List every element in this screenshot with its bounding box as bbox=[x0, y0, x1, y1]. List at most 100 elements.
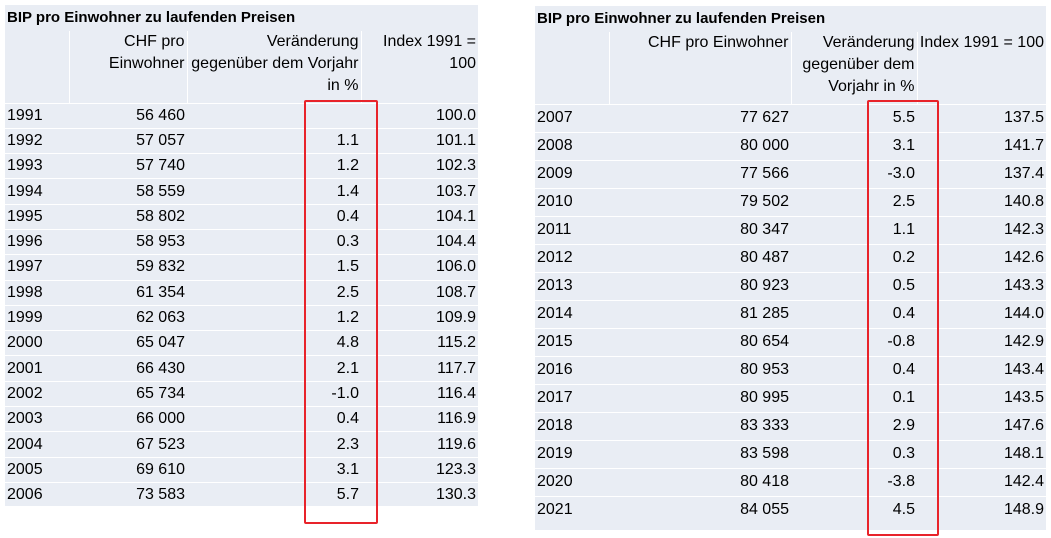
index-cell: 143.4 bbox=[917, 355, 1046, 384]
index-cell: 108.7 bbox=[361, 279, 478, 306]
table-row: 2015 80 654 -0.8 142.9 bbox=[535, 327, 1046, 356]
index-cell: 116.4 bbox=[361, 380, 478, 407]
year-cell: 2020 bbox=[535, 467, 609, 496]
header-chf-per-capita: CHF pro Einwohner bbox=[69, 31, 188, 103]
index-cell: 144.0 bbox=[917, 299, 1046, 328]
year-cell: 2002 bbox=[5, 380, 69, 407]
year-cell: 2021 bbox=[535, 495, 609, 524]
table-row: 2020 80 418 -3.8 142.4 bbox=[535, 467, 1046, 496]
year-cell: 2009 bbox=[535, 159, 609, 188]
chf-cell: 80 000 bbox=[609, 131, 791, 160]
index-cell: 137.4 bbox=[917, 159, 1046, 188]
index-cell: 101.1 bbox=[361, 127, 478, 154]
change-cell: 0.4 bbox=[791, 355, 917, 384]
change-cell: 1.2 bbox=[187, 304, 361, 331]
header-change-percent: Veränderung gegenüber dem Vorjahr in % bbox=[187, 31, 362, 103]
year-cell: 2007 bbox=[535, 103, 609, 132]
chf-cell: 67 523 bbox=[69, 431, 187, 458]
year-cell: 1992 bbox=[5, 127, 69, 154]
chf-cell: 66 430 bbox=[69, 355, 187, 382]
change-cell: 3.1 bbox=[791, 131, 917, 160]
index-cell: 116.9 bbox=[361, 406, 478, 432]
table-row: 2006 73 583 5.7 130.3 bbox=[5, 481, 478, 508]
change-cell: 2.3 bbox=[187, 431, 361, 458]
header-year bbox=[5, 31, 70, 103]
year-cell: 1994 bbox=[5, 178, 69, 205]
table-row: 2016 80 953 0.4 143.4 bbox=[535, 355, 1046, 384]
table-row: 2005 69 610 3.1 123.3 bbox=[5, 456, 478, 483]
change-cell: 0.5 bbox=[791, 271, 917, 300]
table-row: 1994 58 559 1.4 103.7 bbox=[5, 178, 478, 205]
index-cell: 141.7 bbox=[917, 131, 1046, 160]
index-cell: 119.6 bbox=[361, 431, 478, 458]
change-cell: 0.1 bbox=[791, 383, 917, 412]
year-cell: 2011 bbox=[535, 215, 609, 244]
change-cell: 1.2 bbox=[187, 153, 361, 179]
year-cell: 2015 bbox=[535, 327, 609, 356]
year-cell: 2019 bbox=[535, 439, 609, 468]
header-year bbox=[535, 32, 610, 104]
change-cell: 2.5 bbox=[791, 187, 917, 216]
change-cell: 4.8 bbox=[187, 330, 361, 356]
chf-cell: 80 487 bbox=[609, 243, 791, 272]
table-row: 2012 80 487 0.2 142.6 bbox=[535, 243, 1046, 272]
chf-cell: 80 923 bbox=[609, 271, 791, 300]
header-index: Index 1991 = 100 bbox=[383, 33, 476, 72]
index-cell: 142.4 bbox=[917, 467, 1046, 496]
table-title: BIP pro Einwohner zu laufenden Preisen bbox=[537, 10, 826, 27]
change-cell: 0.4 bbox=[187, 203, 361, 230]
year-cell: 2005 bbox=[5, 456, 69, 483]
chf-cell: 57 740 bbox=[69, 153, 187, 179]
table-row: 2010 79 502 2.5 140.8 bbox=[535, 187, 1046, 216]
year-cell: 2018 bbox=[535, 411, 609, 440]
table-row: 1999 62 063 1.2 109.9 bbox=[5, 304, 478, 331]
chf-cell: 65 734 bbox=[69, 380, 187, 407]
chf-cell: 56 460 bbox=[69, 102, 187, 129]
chf-cell: 77 566 bbox=[609, 159, 791, 188]
index-cell: 100.0 bbox=[361, 102, 478, 129]
table-row: 2008 80 000 3.1 141.7 bbox=[535, 131, 1046, 160]
index-cell: 142.9 bbox=[917, 327, 1046, 356]
chf-cell: 62 063 bbox=[69, 304, 187, 331]
year-cell: 1996 bbox=[5, 228, 69, 255]
header-change-percent: Veränderung gegenüber dem Vorjahr in % bbox=[791, 32, 918, 104]
chf-cell: 59 832 bbox=[69, 254, 187, 281]
chf-cell: 83 598 bbox=[609, 439, 791, 468]
index-cell: 117.7 bbox=[361, 355, 478, 382]
year-cell: 2006 bbox=[5, 481, 69, 508]
year-cell: 2003 bbox=[5, 406, 69, 432]
change-cell: -3.0 bbox=[791, 159, 917, 188]
change-cell: 2.9 bbox=[791, 411, 917, 440]
index-cell: 143.5 bbox=[917, 383, 1046, 412]
table-row: 2013 80 923 0.5 143.3 bbox=[535, 271, 1046, 300]
change-cell: 5.7 bbox=[187, 481, 361, 508]
year-cell: 2014 bbox=[535, 299, 609, 328]
index-cell: 142.6 bbox=[917, 243, 1046, 272]
chf-cell: 58 802 bbox=[69, 203, 187, 230]
chf-cell: 77 627 bbox=[609, 103, 791, 132]
year-cell: 2008 bbox=[535, 131, 609, 160]
change-cell: 1.1 bbox=[187, 127, 361, 154]
header-index: Index 1991 = 100 bbox=[919, 34, 1044, 51]
header-row: CHF pro Einwohner Veränderung gegenüber … bbox=[5, 31, 478, 103]
gdp-table-1991-2006: CHF pro Einwohner Veränderung gegenüber … bbox=[5, 31, 478, 508]
chf-cell: 80 995 bbox=[609, 383, 791, 412]
index-cell: 102.3 bbox=[361, 153, 478, 179]
index-cell: 142.3 bbox=[917, 215, 1046, 244]
year-cell: 2010 bbox=[535, 187, 609, 216]
year-cell: 2013 bbox=[535, 271, 609, 300]
table-row: 1998 61 354 2.5 108.7 bbox=[5, 279, 478, 306]
left-table-panel: BIP pro Einwohner zu laufenden Preisen C… bbox=[5, 5, 478, 508]
table-body: 2007 77 627 5.5 137.5 2008 80 000 3.1 141.7 2009… bbox=[535, 103, 1046, 524]
table-row: 2000 65 047 4.8 115.2 bbox=[5, 330, 478, 356]
year-cell: 1995 bbox=[5, 203, 69, 230]
chf-cell: 61 354 bbox=[69, 279, 187, 306]
change-cell: 4.5 bbox=[791, 495, 917, 524]
chf-cell: 79 502 bbox=[609, 187, 791, 216]
change-cell: 0.3 bbox=[791, 439, 917, 468]
index-cell: 115.2 bbox=[361, 330, 478, 356]
index-cell: 104.1 bbox=[361, 203, 478, 230]
year-cell: 1999 bbox=[5, 304, 69, 331]
change-cell: 0.2 bbox=[791, 243, 917, 272]
table-row: 1992 57 057 1.1 101.1 bbox=[5, 127, 478, 154]
